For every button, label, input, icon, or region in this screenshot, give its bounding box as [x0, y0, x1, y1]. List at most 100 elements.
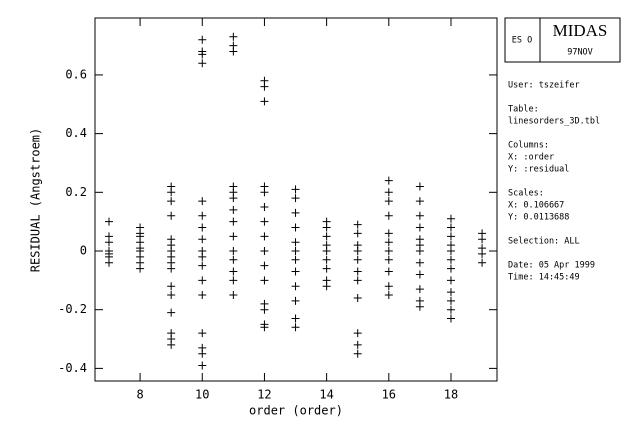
point [322, 232, 331, 241]
point [167, 282, 176, 291]
point [260, 276, 269, 285]
point [446, 223, 455, 232]
y-tick-label: -0.4 [58, 361, 87, 375]
point [384, 238, 393, 247]
point [260, 188, 269, 197]
point [446, 255, 455, 264]
point [104, 258, 113, 267]
y-tick-label: 0.4 [65, 126, 87, 140]
point [322, 247, 331, 256]
panel-version: 97NOV [567, 48, 593, 58]
point [229, 217, 238, 226]
point [136, 264, 145, 273]
point [384, 247, 393, 256]
point [353, 267, 362, 276]
point [291, 267, 300, 276]
point [446, 264, 455, 273]
point [260, 217, 269, 226]
point [384, 267, 393, 276]
point [198, 276, 207, 285]
point [229, 255, 238, 264]
point [446, 232, 455, 241]
point [198, 291, 207, 300]
point [229, 32, 238, 41]
point [167, 264, 176, 273]
point [229, 205, 238, 214]
point [260, 202, 269, 211]
point [415, 211, 424, 220]
point [353, 329, 362, 338]
point [415, 302, 424, 311]
point [415, 270, 424, 279]
x-tick-label: 18 [444, 388, 458, 402]
point [229, 194, 238, 203]
point [260, 247, 269, 256]
point [353, 340, 362, 349]
y-tick-label: -0.2 [58, 302, 87, 316]
y-tick-label: 0.2 [65, 185, 87, 199]
point [229, 291, 238, 300]
point [478, 235, 487, 244]
point [260, 323, 269, 332]
panel-line: Y: :residual [508, 165, 569, 175]
point [353, 276, 362, 285]
point [415, 247, 424, 256]
x-tick-label: 8 [136, 388, 143, 402]
point [322, 255, 331, 264]
point [478, 258, 487, 267]
point [446, 314, 455, 323]
point [229, 47, 238, 56]
panel-line: Time: 14:45:49 [508, 273, 580, 283]
point [446, 296, 455, 305]
point [291, 282, 300, 291]
point [260, 82, 269, 91]
point [229, 267, 238, 276]
point [167, 308, 176, 317]
point [291, 223, 300, 232]
point [198, 235, 207, 244]
point [198, 261, 207, 270]
point [198, 349, 207, 358]
point [446, 305, 455, 314]
x-tick-label: 10 [195, 388, 209, 402]
plot-frame [94, 17, 498, 382]
point [384, 188, 393, 197]
point [167, 291, 176, 300]
point [322, 264, 331, 273]
y-tick-label: 0 [80, 244, 87, 258]
point [446, 247, 455, 256]
point [291, 323, 300, 332]
x-tick-label: 14 [319, 388, 333, 402]
point [353, 220, 362, 229]
point [322, 223, 331, 232]
point [291, 296, 300, 305]
point [198, 59, 207, 68]
point [260, 261, 269, 270]
point [198, 211, 207, 220]
point [167, 211, 176, 220]
point [229, 247, 238, 256]
point [415, 258, 424, 267]
panel-line: Table: [508, 105, 539, 115]
panel-line: Y: 0.0113688 [508, 213, 569, 223]
point [384, 255, 393, 264]
point [384, 229, 393, 238]
point [198, 329, 207, 338]
point [167, 197, 176, 206]
point [229, 276, 238, 285]
point [353, 247, 362, 256]
point [446, 288, 455, 297]
point [446, 276, 455, 285]
panel-line: Selection: ALL [508, 237, 580, 247]
point [291, 238, 300, 247]
point [291, 255, 300, 264]
panel-line: linesorders_3D.tbl [508, 117, 600, 127]
point [291, 194, 300, 203]
x-axis-label: order (order) [249, 404, 343, 418]
point [291, 247, 300, 256]
point [415, 285, 424, 294]
x-tick-label: 16 [382, 388, 396, 402]
point [260, 232, 269, 241]
point [478, 249, 487, 258]
point [291, 314, 300, 323]
